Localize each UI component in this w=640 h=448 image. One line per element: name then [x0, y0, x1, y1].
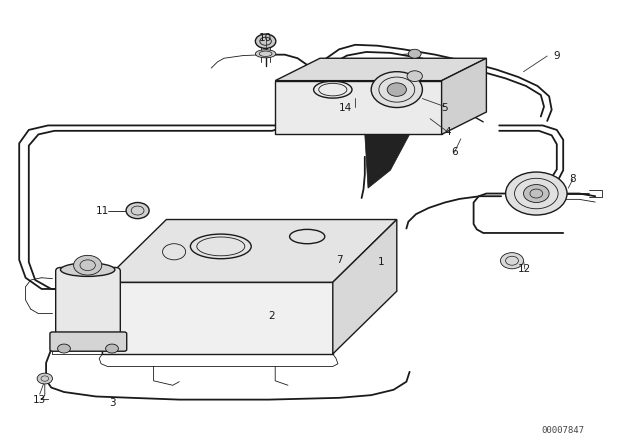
- Text: 2: 2: [269, 311, 275, 321]
- Text: 6: 6: [451, 147, 458, 157]
- Circle shape: [255, 34, 276, 48]
- Polygon shape: [333, 220, 397, 354]
- Text: 11: 11: [96, 206, 109, 215]
- Text: 00007847: 00007847: [541, 426, 585, 435]
- Text: 9: 9: [554, 51, 560, 61]
- Polygon shape: [275, 58, 486, 81]
- Text: 13: 13: [33, 395, 46, 405]
- Text: 4: 4: [445, 127, 451, 137]
- Circle shape: [500, 253, 524, 269]
- Polygon shape: [442, 58, 486, 134]
- Text: 5: 5: [442, 103, 448, 112]
- Circle shape: [58, 344, 70, 353]
- Text: 3: 3: [109, 398, 115, 408]
- FancyBboxPatch shape: [50, 332, 127, 351]
- Text: 12: 12: [518, 264, 531, 274]
- Text: 7: 7: [336, 255, 342, 265]
- Circle shape: [106, 344, 118, 353]
- Circle shape: [371, 72, 422, 108]
- Circle shape: [126, 202, 149, 219]
- Ellipse shape: [61, 263, 115, 276]
- Circle shape: [407, 71, 422, 82]
- Polygon shape: [275, 81, 442, 134]
- Circle shape: [387, 83, 406, 96]
- FancyBboxPatch shape: [56, 267, 120, 342]
- Text: 1: 1: [378, 257, 384, 267]
- Polygon shape: [365, 134, 410, 188]
- Polygon shape: [102, 220, 397, 282]
- Text: 8: 8: [570, 174, 576, 184]
- Text: 10: 10: [259, 33, 272, 43]
- Ellipse shape: [255, 50, 276, 58]
- Circle shape: [74, 255, 102, 275]
- Circle shape: [506, 172, 567, 215]
- Circle shape: [37, 373, 52, 384]
- Polygon shape: [102, 282, 333, 354]
- Circle shape: [524, 185, 549, 202]
- Circle shape: [408, 49, 421, 58]
- Text: 14: 14: [339, 103, 352, 112]
